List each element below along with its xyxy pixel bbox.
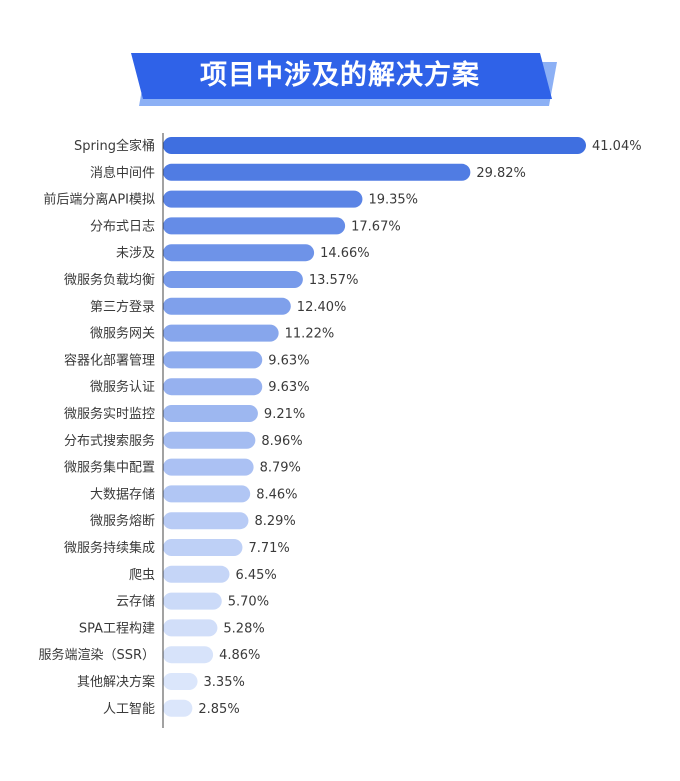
category-label: 微服务持续集成 [64, 540, 155, 556]
bar [163, 565, 230, 583]
value-label: 8.79% [260, 461, 301, 476]
bar [163, 351, 263, 369]
category-label: 微服务负载均衡 [64, 272, 155, 288]
value-label: 4.86% [219, 648, 260, 663]
bar [163, 512, 249, 530]
category-label: 微服务网关 [90, 326, 155, 342]
category-label: 微服务熔断 [90, 513, 155, 529]
category-label: 分布式搜索服务 [64, 433, 155, 449]
value-label: 12.40% [297, 300, 347, 315]
bar [163, 646, 214, 664]
category-label: 未涉及 [116, 246, 155, 261]
bar [163, 539, 243, 556]
category-label: 其他解决方案 [77, 674, 155, 690]
value-label: 41.04% [592, 139, 642, 154]
bar [163, 190, 363, 208]
value-label: 9.63% [268, 353, 309, 368]
bar [163, 378, 263, 396]
value-label: 29.82% [476, 166, 526, 181]
category-label: 服务端渲染（SSR） [38, 647, 155, 663]
category-label: 第三方登录 [90, 299, 155, 315]
value-label: 8.29% [254, 514, 295, 529]
category-label: 微服务实时监控 [64, 406, 155, 422]
value-label: 13.57% [309, 273, 359, 288]
value-label: 17.67% [351, 219, 401, 234]
category-label: 容器化部署管理 [64, 352, 155, 368]
value-label: 3.35% [204, 675, 245, 690]
value-label: 8.96% [261, 434, 302, 449]
category-label: 微服务认证 [90, 379, 155, 395]
category-label: 爬虫 [129, 568, 155, 583]
category-label: 消息中间件 [90, 165, 155, 181]
value-label: 2.85% [198, 702, 239, 717]
value-label: 19.35% [368, 193, 418, 208]
category-label: Spring全家桶 [74, 138, 155, 154]
value-label: 9.21% [264, 407, 305, 422]
bar [163, 324, 279, 342]
category-label: 大数据存储 [90, 487, 155, 502]
value-label: 5.28% [223, 621, 264, 636]
bar [163, 244, 315, 262]
bar [163, 431, 256, 449]
bar [163, 673, 198, 690]
chart-title: 项目中涉及的解决方案 [200, 60, 480, 91]
value-label: 14.66% [320, 246, 370, 261]
bar [163, 458, 254, 476]
bar [163, 137, 586, 154]
bar [163, 699, 193, 717]
category-label: 云存储 [116, 595, 155, 610]
value-label: 6.45% [235, 568, 276, 583]
bar [163, 592, 222, 610]
value-label: 8.46% [256, 487, 297, 502]
value-label: 9.63% [268, 380, 309, 395]
bar [163, 163, 471, 181]
banner-main [131, 53, 552, 99]
value-label: 7.71% [248, 541, 289, 556]
bar [163, 217, 346, 235]
bar [163, 619, 218, 637]
category-label: 人工智能 [103, 702, 155, 717]
value-label: 11.22% [285, 327, 335, 342]
value-label: 5.70% [228, 595, 269, 610]
category-label: 分布式日志 [90, 219, 155, 234]
category-label: SPA工程构建 [79, 621, 155, 636]
bar [163, 485, 251, 503]
bar [163, 297, 291, 315]
category-label: 微服务集中配置 [64, 460, 155, 476]
bar [163, 271, 303, 288]
category-label: 前后端分离API模拟 [43, 192, 155, 208]
bar [163, 405, 258, 422]
